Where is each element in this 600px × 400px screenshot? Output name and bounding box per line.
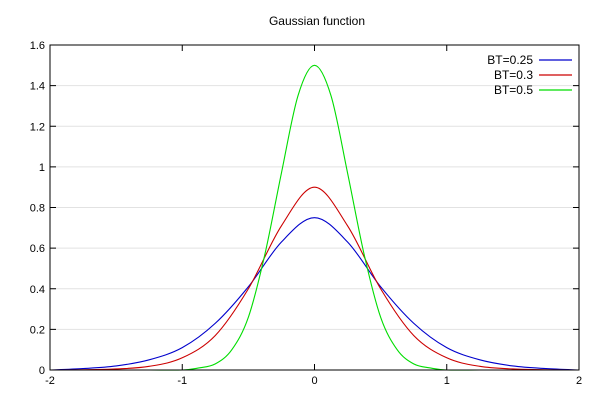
y-tick-label: 0.6 bbox=[30, 243, 45, 255]
y-tick-label: 1.4 bbox=[30, 81, 45, 93]
x-tick-label: 1 bbox=[444, 375, 450, 387]
y-tick-label: 1 bbox=[39, 162, 45, 174]
tick-layer: 0 0.2 0.4 0.6 0.8 1 1.2 1.4 1.6 -2 -1 0 1 2 bbox=[30, 40, 582, 387]
x-tick-label: -1 bbox=[177, 375, 187, 387]
series-line-1 bbox=[49, 217, 580, 371]
legend-label-1: BT=0.25 bbox=[487, 53, 533, 67]
y-tick-label: 0.2 bbox=[30, 324, 45, 336]
x-tick-label: -2 bbox=[45, 375, 55, 387]
x-tick-label: 0 bbox=[311, 375, 317, 387]
series-layer bbox=[49, 64, 580, 371]
series-line-2 bbox=[49, 186, 580, 371]
legend-label-3: BT=0.5 bbox=[494, 83, 533, 97]
y-tick-label: 0 bbox=[39, 365, 45, 377]
chart-title: Gaussian function bbox=[269, 14, 365, 28]
y-tick-label: 1.6 bbox=[30, 40, 45, 52]
series-line-3 bbox=[49, 64, 579, 371]
grid-layer bbox=[50, 85, 579, 330]
legend-label-2: BT=0.3 bbox=[494, 68, 533, 82]
y-tick-label: 0.8 bbox=[30, 203, 45, 215]
y-tick-label: 1.2 bbox=[30, 121, 45, 133]
y-tick-label: 0.4 bbox=[30, 284, 45, 296]
x-tick-label: 2 bbox=[576, 375, 582, 387]
